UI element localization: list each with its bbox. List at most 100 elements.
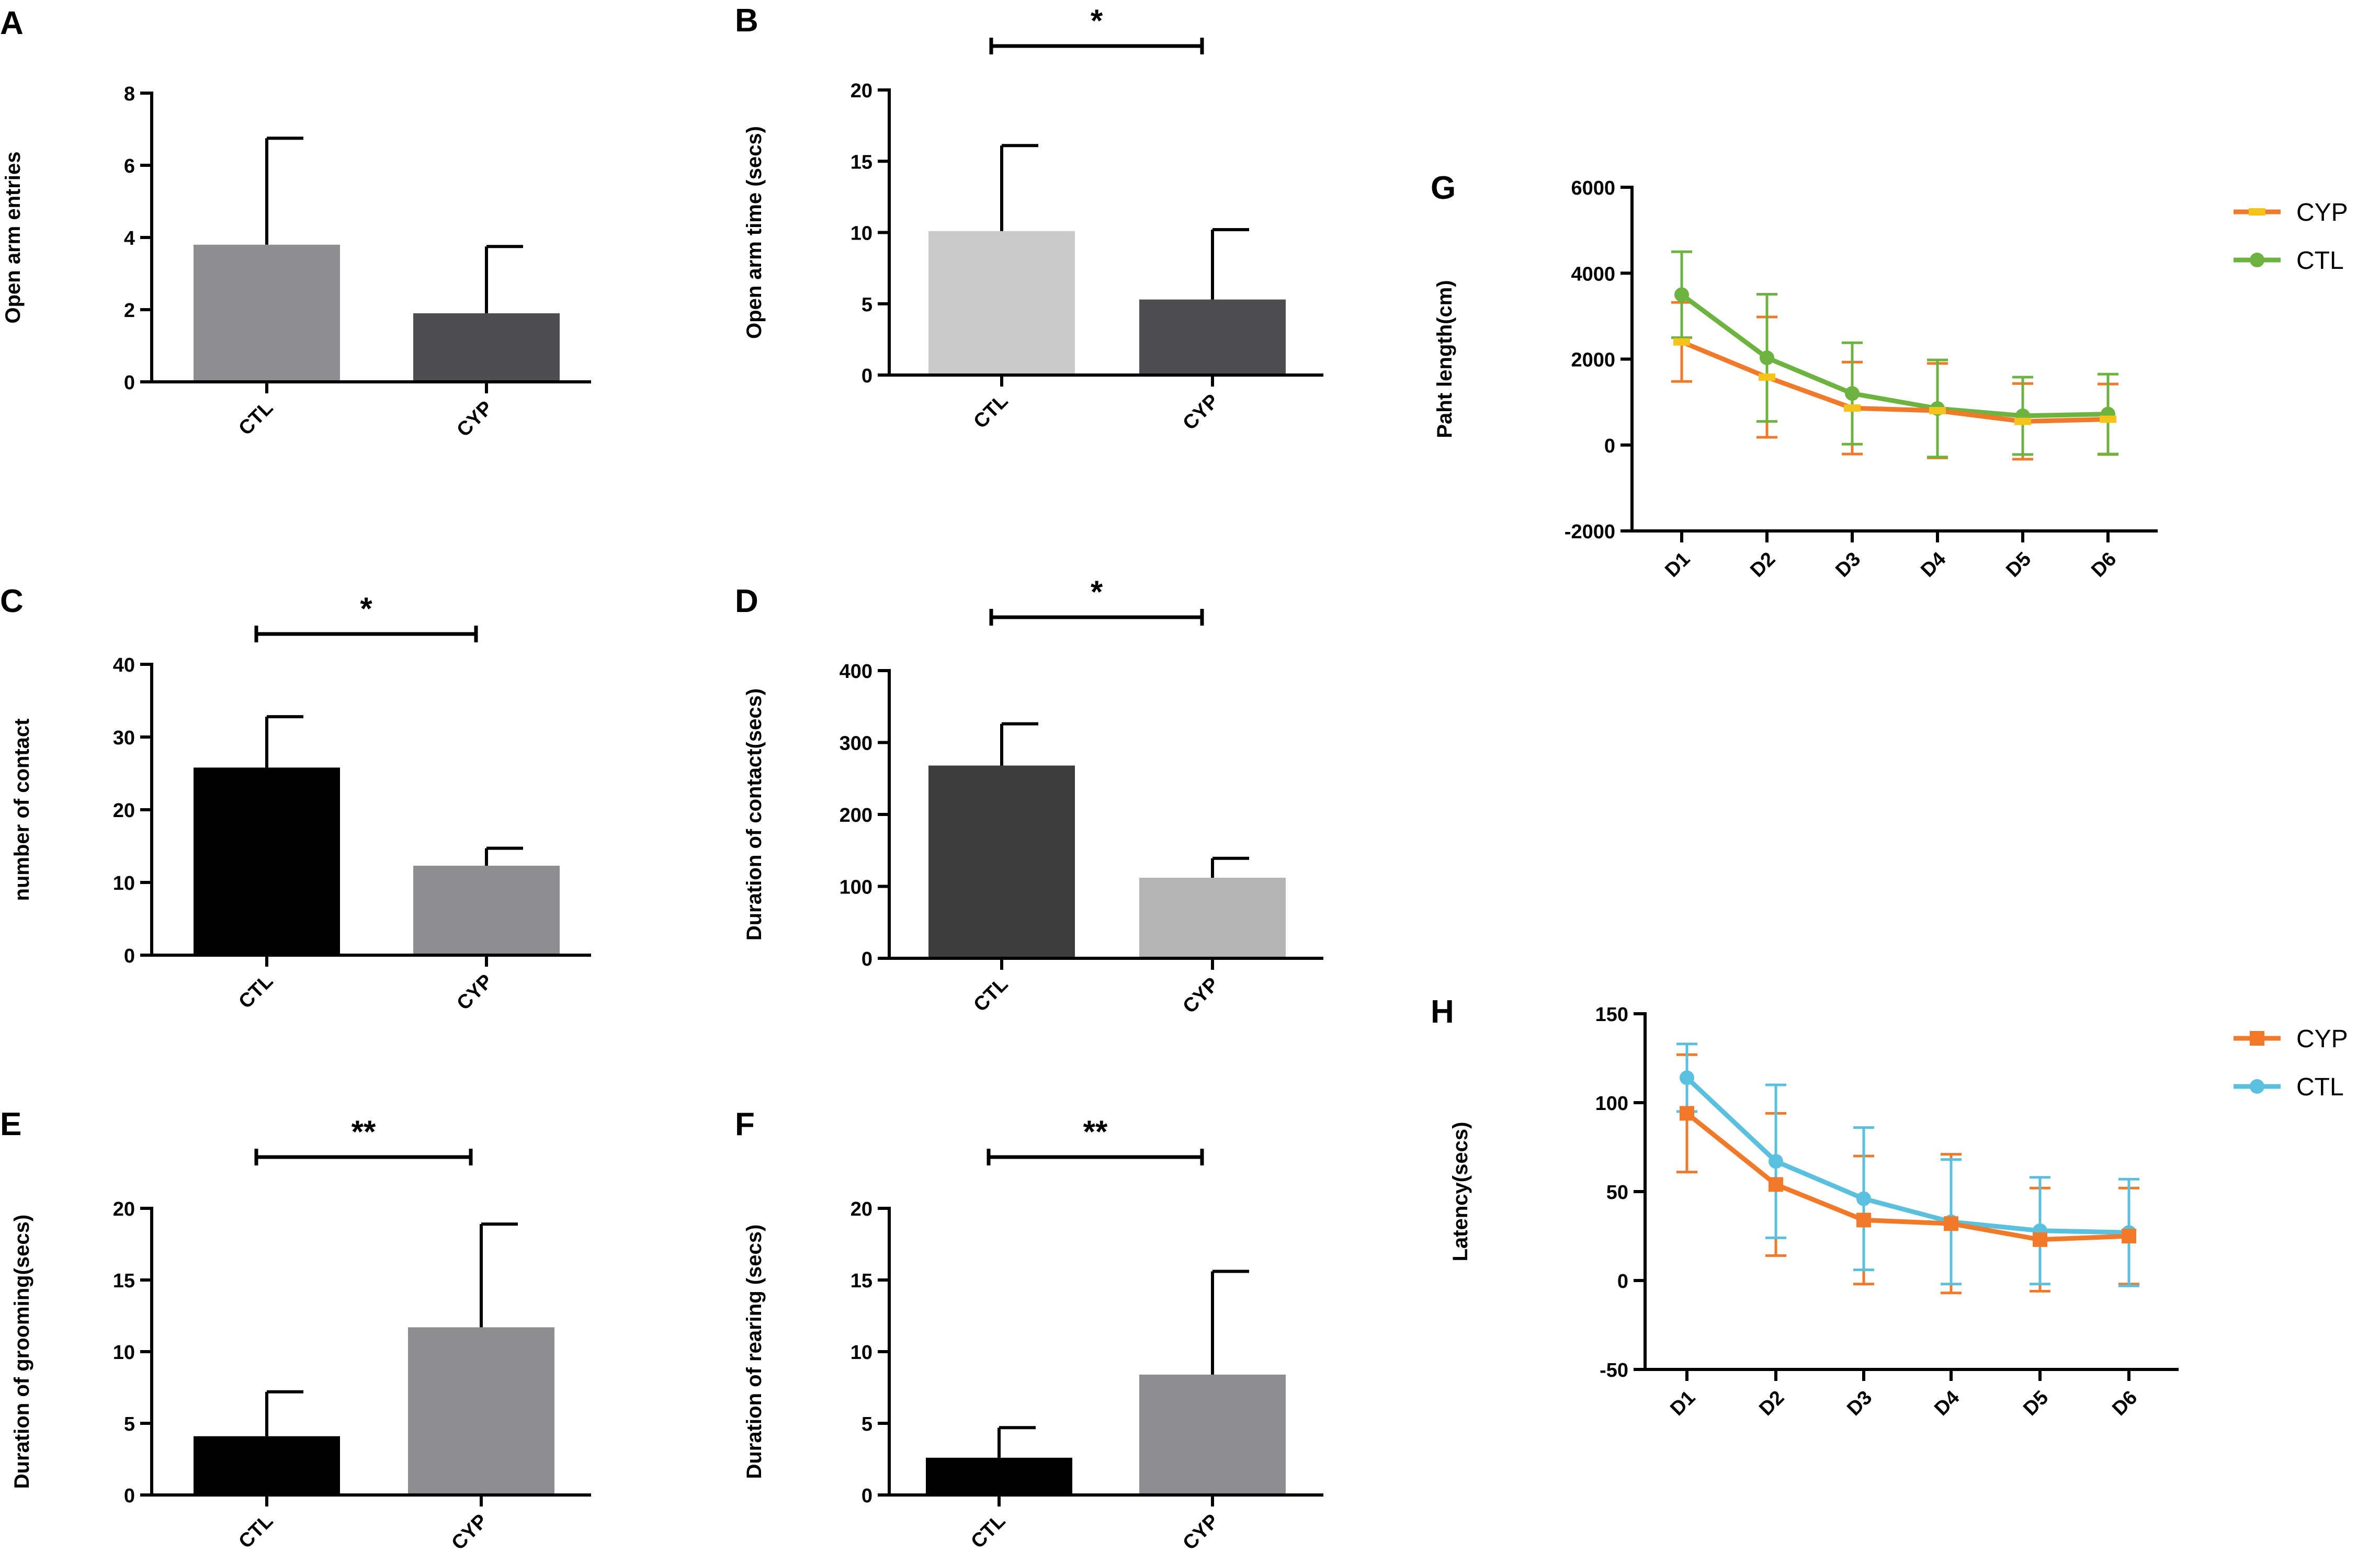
panel-letter: F bbox=[735, 1106, 755, 1142]
data-point-ctl bbox=[1856, 1191, 1871, 1206]
y-tick-label: 4 bbox=[124, 228, 135, 250]
y-tick-label: 15 bbox=[113, 1270, 135, 1292]
data-point-cyp bbox=[2033, 1232, 2047, 1247]
y-tick-label: 5 bbox=[862, 294, 872, 316]
legend-marker bbox=[2249, 208, 2265, 216]
bar-cyp bbox=[1139, 1374, 1286, 1495]
bar-ctl bbox=[194, 767, 340, 955]
data-point-cyp bbox=[1844, 404, 1861, 412]
data-point-ctl bbox=[1845, 386, 1860, 401]
y-tick-label: 20 bbox=[851, 80, 872, 102]
data-point-ctl bbox=[1680, 1070, 1694, 1085]
bar-cyp bbox=[1139, 299, 1286, 375]
bar-cyp bbox=[413, 866, 560, 955]
y-tick-label: 0 bbox=[124, 372, 135, 394]
y-tick-label: 0 bbox=[124, 1485, 135, 1507]
y-tick-label: 0 bbox=[1617, 1271, 1628, 1293]
data-point-cyp bbox=[1769, 1177, 1783, 1192]
data-point-cyp bbox=[2100, 415, 2116, 423]
y-tick-label: 0 bbox=[124, 945, 135, 967]
significance-marker: ** bbox=[352, 1114, 376, 1149]
bar-cyp bbox=[1139, 878, 1286, 958]
y-tick-label: 10 bbox=[113, 1342, 135, 1364]
y-axis-label: Duration of rearing (secs) bbox=[743, 1225, 766, 1479]
data-point-cyp bbox=[1759, 373, 1775, 381]
data-point-ctl bbox=[1769, 1154, 1783, 1169]
panel-letter: B bbox=[735, 3, 758, 39]
y-tick-label: 8 bbox=[124, 83, 135, 105]
y-tick-label: 2 bbox=[124, 300, 135, 322]
series-line-cyp bbox=[1685, 1111, 2129, 1242]
bar-cyp bbox=[413, 313, 560, 382]
significance-marker: * bbox=[360, 591, 372, 626]
y-axis-label: Open arm entries bbox=[2, 151, 25, 323]
legend-label: CTL bbox=[2296, 247, 2344, 275]
y-tick-label: 15 bbox=[851, 1270, 872, 1292]
bar-ctl bbox=[194, 244, 340, 382]
y-tick-label: 300 bbox=[840, 733, 872, 755]
legend-label: CYP bbox=[2296, 199, 2348, 226]
y-tick-label: 0 bbox=[1604, 435, 1615, 457]
data-point-cyp bbox=[2014, 417, 2031, 425]
panel-letter: H bbox=[1431, 994, 1454, 1030]
y-tick-label: 2000 bbox=[1571, 349, 1615, 371]
y-tick-label: 15 bbox=[851, 151, 872, 173]
y-axis-label: Duration of grooming(secs) bbox=[10, 1215, 33, 1489]
y-tick-label: 100 bbox=[1595, 1093, 1628, 1115]
y-tick-label: 100 bbox=[840, 877, 872, 899]
series-line-cyp bbox=[1681, 339, 2109, 424]
y-axis-label: number of contact bbox=[10, 719, 33, 901]
y-tick-label: 0 bbox=[862, 365, 872, 387]
panel-letter: E bbox=[0, 1106, 21, 1142]
significance-marker: * bbox=[1091, 3, 1103, 38]
panel-letter: A bbox=[0, 5, 24, 41]
y-tick-label: 0 bbox=[862, 1485, 872, 1507]
y-tick-label: -50 bbox=[1600, 1360, 1628, 1381]
y-tick-label: 20 bbox=[113, 800, 135, 822]
panel-letter: D bbox=[735, 583, 758, 619]
bar-ctl bbox=[928, 765, 1075, 958]
y-tick-label: 5 bbox=[124, 1413, 135, 1435]
y-tick-label: 40 bbox=[113, 654, 135, 676]
y-tick-label: 6 bbox=[124, 155, 135, 177]
bar-ctl bbox=[926, 1457, 1072, 1495]
y-tick-label: 10 bbox=[851, 1342, 872, 1364]
y-tick-label: -2000 bbox=[1565, 521, 1615, 543]
legend-marker bbox=[2250, 1031, 2264, 1046]
legend-label: CYP bbox=[2296, 1025, 2348, 1053]
y-tick-label: 20 bbox=[851, 1198, 872, 1220]
data-point-cyp bbox=[1944, 1216, 1958, 1231]
data-point-cyp bbox=[1929, 407, 1946, 415]
y-tick-label: 150 bbox=[1595, 1004, 1628, 1026]
y-tick-label: 10 bbox=[113, 873, 135, 894]
bar-cyp bbox=[408, 1327, 554, 1495]
y-tick-label: 30 bbox=[113, 727, 135, 749]
bar-ctl bbox=[194, 1436, 340, 1495]
y-tick-label: 20 bbox=[113, 1198, 135, 1220]
data-point-cyp bbox=[2122, 1229, 2136, 1243]
y-axis-label: Paht length(cm) bbox=[1433, 280, 1456, 438]
y-tick-label: 5 bbox=[862, 1413, 872, 1435]
significance-marker: ** bbox=[1083, 1114, 1108, 1149]
significance-marker: * bbox=[1091, 574, 1103, 609]
y-tick-label: 200 bbox=[840, 805, 872, 826]
data-point-cyp bbox=[1680, 1106, 1694, 1121]
y-tick-label: 4000 bbox=[1571, 263, 1615, 285]
data-point-ctl bbox=[1674, 287, 1689, 302]
y-axis-label: Duration of contact(secs) bbox=[743, 688, 766, 941]
legend-marker bbox=[2250, 1079, 2264, 1094]
legend: CYP CTL bbox=[2234, 1025, 2348, 1101]
y-tick-label: 10 bbox=[851, 223, 872, 245]
legend-marker bbox=[2250, 253, 2264, 267]
data-point-ctl bbox=[1760, 350, 1774, 366]
series-line-ctl bbox=[1680, 292, 2109, 418]
y-tick-label: 400 bbox=[840, 661, 872, 683]
data-point-cyp bbox=[1856, 1213, 1871, 1228]
y-tick-label: 50 bbox=[1606, 1182, 1628, 1204]
legend-label: CTL bbox=[2296, 1073, 2344, 1101]
y-axis-label: Latency(secs) bbox=[1449, 1122, 1472, 1262]
